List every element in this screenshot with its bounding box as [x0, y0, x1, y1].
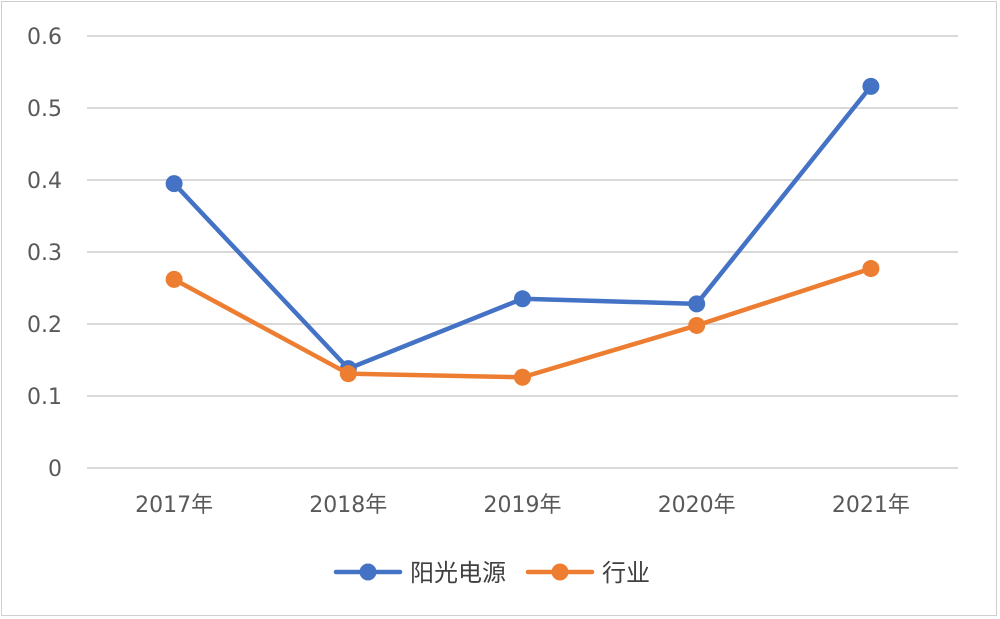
series-1 [165, 77, 880, 378]
data-point [862, 260, 880, 278]
y-axis: 0 0.1 0.2 0.3 0.4 0.5 0.6 [27, 25, 62, 482]
data-point [688, 295, 706, 313]
data-point [514, 368, 531, 386]
legend-item: 行业 [525, 559, 650, 587]
data-point [165, 270, 183, 288]
y-tick-label: 0.2 [27, 313, 62, 338]
y-tick-label: 0.6 [27, 25, 62, 50]
y-tick-label: 0.3 [27, 241, 62, 266]
series-line [171, 266, 874, 380]
data-point [514, 290, 531, 308]
y-tick-label: 0.1 [27, 385, 62, 410]
legend-label: 阳光电源 [410, 559, 506, 587]
series-group [165, 77, 880, 386]
gridlines [87, 35, 958, 469]
y-tick-label: 0.4 [27, 169, 62, 194]
series-line [171, 84, 874, 371]
legend-swatch-marker [359, 563, 377, 581]
y-tick-label: 0.5 [27, 97, 62, 122]
x-tick-label: 2017年 [135, 493, 213, 518]
legend-item: 阳光电源 [333, 559, 506, 587]
legend: 阳光电源 行业 [333, 559, 650, 587]
legend-label: 行业 [602, 559, 650, 587]
series-2 [165, 260, 880, 386]
data-point [862, 77, 880, 95]
x-tick-label: 2019年 [484, 493, 562, 518]
x-tick-label: 2020年 [658, 493, 736, 518]
x-axis: 2017年 2018年 2019年 2020年 2021年 [135, 493, 910, 518]
data-point [688, 316, 706, 334]
y-tick-label: 0 [48, 457, 62, 482]
data-point [165, 175, 183, 193]
x-tick-label: 2021年 [832, 493, 910, 518]
legend-swatch-marker [551, 563, 569, 581]
x-tick-label: 2018年 [309, 493, 387, 518]
data-point [339, 365, 357, 383]
